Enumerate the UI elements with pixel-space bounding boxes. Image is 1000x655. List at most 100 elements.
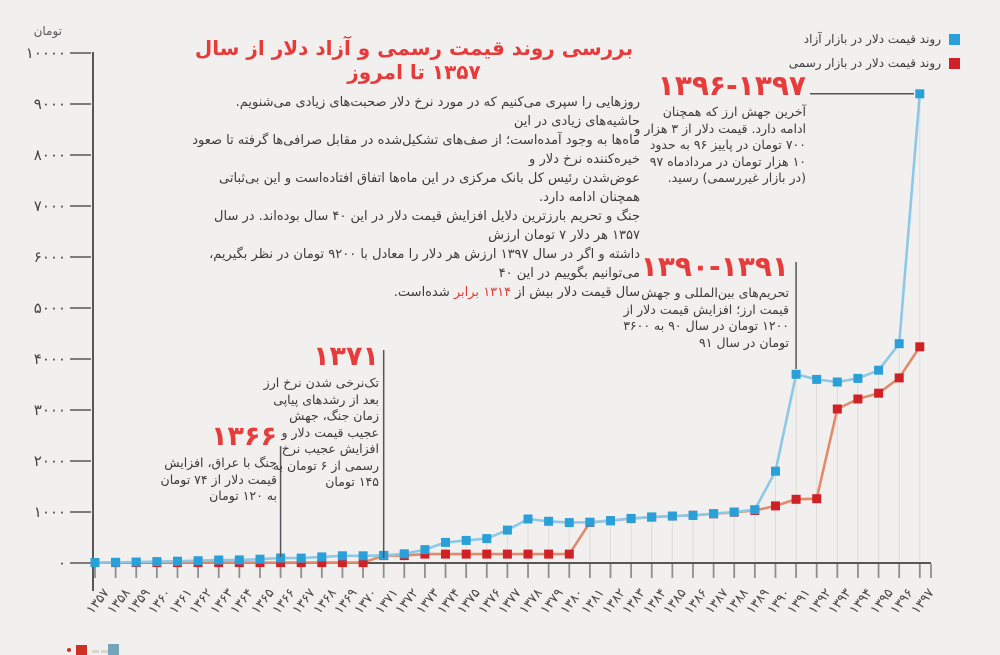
text-line: تک‌نرخی شدن نرخ ارز bbox=[263, 375, 379, 391]
legend-item-1: روند قیمت دلار در بازار رسمی bbox=[789, 57, 960, 70]
y-axis-label: ۵۰۰۰ bbox=[33, 299, 66, 317]
chart-title: بررسی روند قیمت رسمی و آزاد دلار از سال … bbox=[194, 36, 634, 84]
free-rate-marker bbox=[750, 505, 760, 515]
intro-paragraph: روزهایی را سپری می‌کنیم که در مورد نرخ د… bbox=[188, 93, 640, 283]
free-rate-marker bbox=[544, 516, 554, 526]
official-rate-marker bbox=[544, 549, 554, 559]
text-line: آخرین جهش ارز که همچنان bbox=[662, 104, 806, 120]
free-rate-marker bbox=[874, 365, 884, 375]
free-rate-marker bbox=[709, 509, 719, 519]
free-rate-marker bbox=[420, 545, 430, 555]
free-rate-marker bbox=[564, 518, 574, 528]
y-axis-label: ۴۰۰۰ bbox=[33, 350, 66, 368]
official-rate-marker bbox=[771, 501, 780, 511]
y-axis-label: ۷۰۰۰ bbox=[33, 197, 66, 215]
annotation-1366-body: جنگ با عراق، افزایش قیمت دلار از ۷۴ تومان… bbox=[161, 455, 277, 505]
text-line: ماه‌ها به وجود آمده‌است؛ از صف‌های تشکیل… bbox=[192, 133, 640, 167]
free-rate-marker bbox=[482, 534, 492, 544]
official-rate-marker bbox=[358, 558, 368, 568]
text-line: ۱۴۵ تومان bbox=[325, 474, 379, 490]
annotation-1371-title: ۱۳۷۱ bbox=[313, 341, 379, 372]
legend-label: روند قیمت دلار در بازار رسمی bbox=[788, 56, 941, 70]
logo-gray-dash bbox=[101, 650, 108, 653]
text-line: داشته و اگر در سال ۱۳۹۷ ارزش هر دلار را … bbox=[209, 247, 640, 281]
y-axis-label: ۳۰۰۰ bbox=[33, 401, 66, 419]
text-line: قیمت دلار از ۷۴ تومان bbox=[160, 471, 277, 487]
free-rate-marker bbox=[317, 552, 327, 562]
free-rate-marker bbox=[626, 513, 636, 523]
y-axis-label: ۸۰۰۰ bbox=[33, 146, 66, 164]
annotation-1366-title: ۱۳۶۶ bbox=[211, 421, 277, 452]
free-rate-marker bbox=[358, 551, 368, 561]
free-rate-marker bbox=[234, 555, 244, 565]
text-line: جنگ با عراق، افزایش bbox=[164, 455, 277, 471]
free-rate-marker bbox=[296, 553, 306, 563]
text-line: ۱۰ هزار تومان در مردادماه ۹۷ bbox=[649, 153, 806, 169]
official-rate-marker bbox=[812, 494, 822, 504]
annotation-1396-1397: ۱۳۹۶-۱۳۹۷ آخرین جهش ارز که همچنان ادامه د… bbox=[634, 71, 806, 187]
free-rate-marker bbox=[771, 466, 780, 476]
free-rate-marker bbox=[337, 551, 347, 561]
official-rate-marker bbox=[441, 549, 450, 559]
y-axis-label: ۱۰۰۰ bbox=[33, 503, 66, 521]
partial-logo bbox=[55, 641, 145, 655]
official-rate-marker bbox=[832, 404, 842, 414]
y-axis-unit-label: تومان bbox=[33, 24, 62, 38]
text-line: ۱۲۰۰ تومان در سال ۹۰ به ۳۶۰۰ bbox=[623, 318, 789, 334]
header-block: بررسی روند قیمت رسمی و آزاد دلار از سال … bbox=[188, 36, 640, 302]
text-line: قیمت ارز؛ افزایش قیمت دلار از bbox=[623, 301, 789, 317]
legend-label: روند قیمت دلار در بازار آزاد bbox=[803, 32, 941, 46]
y-axis-label: ۶۰۰۰ bbox=[33, 248, 66, 266]
multiplier-highlight: ۱۳۱۴ برابر bbox=[453, 285, 512, 300]
logo-blue-block bbox=[108, 644, 119, 655]
official-rate-marker bbox=[482, 549, 492, 559]
free-rate-marker bbox=[111, 557, 121, 567]
text-line: بعد از رشدهای پیاپی bbox=[273, 391, 379, 407]
annotation-1371: ۱۳۷۱ تک‌نرخی شدن نرخ ارز بعد از رشدهای پی… bbox=[264, 341, 379, 491]
y-axis-label: ۹۰۰۰ bbox=[33, 95, 66, 113]
free-rate-marker bbox=[667, 511, 677, 521]
free-rate-marker bbox=[853, 373, 863, 383]
free-rate-marker bbox=[461, 535, 471, 545]
last-line-pre: سال قیمت دلار بیش از bbox=[515, 285, 640, 300]
text-line: عوض‌شدن رئیس کل بانک مرکزی در این ماه‌ها… bbox=[219, 171, 640, 205]
free-rate-marker bbox=[90, 558, 100, 567]
text-line: (در بازار غیررسمی) رسید. bbox=[667, 170, 806, 186]
free-rate-marker bbox=[502, 525, 512, 535]
free-rate-marker bbox=[276, 553, 286, 563]
logo-red-dot bbox=[67, 648, 71, 652]
free-rate-marker bbox=[523, 514, 533, 524]
free-rate-marker bbox=[152, 557, 162, 567]
official-rate-marker bbox=[853, 394, 863, 404]
annotation-1390-1391: ۱۳۹۰-۱۳۹۱ تحریم‌های بین‌المللی و جهش قیمت… bbox=[623, 252, 789, 351]
annotation-1396-1397-body: آخرین جهش ارز که همچنان ادامه دارد. قیمت … bbox=[634, 104, 806, 187]
annotation-1390-1391-title: ۱۳۹۰-۱۳۹۱ bbox=[640, 250, 789, 283]
free-rate-marker bbox=[399, 549, 409, 559]
logo-red-block bbox=[76, 645, 87, 655]
intro-paragraph-last-line: سال قیمت دلار بیش از ۱۳۱۴ برابر شده‌است. bbox=[188, 283, 640, 302]
official-rate-marker bbox=[523, 549, 533, 559]
annotation-1371-body: تک‌نرخی شدن نرخ ارز بعد از رشدهای پیاپی زم… bbox=[264, 375, 379, 491]
official-rate-marker bbox=[564, 549, 574, 559]
free-rate-marker bbox=[173, 556, 182, 566]
official-rate-marker bbox=[502, 549, 512, 559]
official-rate-marker bbox=[874, 388, 884, 398]
annotation-1366: ۱۳۶۶ جنگ با عراق، افزایش قیمت دلار از ۷۴ … bbox=[161, 421, 277, 505]
free-rate-marker bbox=[214, 555, 224, 565]
free-rate-marker bbox=[193, 556, 203, 566]
official-rate-marker bbox=[337, 558, 347, 568]
legend-swatch bbox=[949, 34, 960, 45]
text-line: افزایش عجیب نرخ bbox=[281, 441, 379, 457]
text-line: روزهایی را سپری می‌کنیم که در مورد نرخ د… bbox=[235, 95, 640, 129]
text-line: به ۱۲۰ تومان bbox=[209, 488, 277, 504]
legend-item-0: روند قیمت دلار در بازار آزاد bbox=[789, 33, 960, 46]
free-rate-marker bbox=[585, 517, 595, 527]
official-rate-marker bbox=[317, 558, 327, 568]
free-rate-marker bbox=[915, 89, 925, 99]
free-rate-marker bbox=[894, 339, 904, 349]
text-line: تومان در سال ۹۱ bbox=[699, 334, 789, 350]
text-line: جنگ و تحریم بارزترین دلایل افزایش قیمت د… bbox=[214, 209, 640, 243]
free-rate-marker bbox=[255, 554, 265, 564]
